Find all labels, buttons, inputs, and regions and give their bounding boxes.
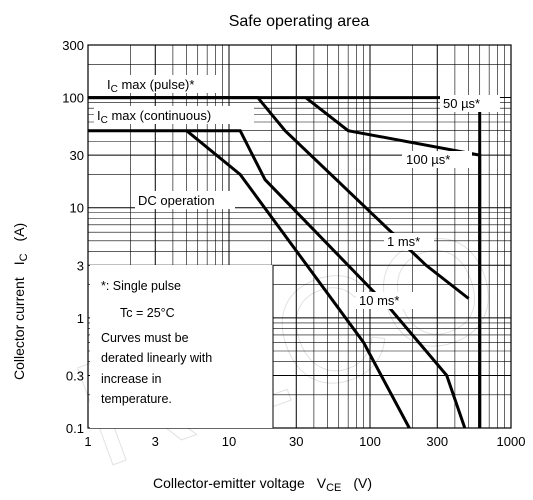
- note-line-1: *: Single pulse: [101, 279, 181, 293]
- ic-max-continuous-label: IC max (continuous): [94, 106, 254, 126]
- x-axis-unit: (V): [353, 475, 372, 491]
- x-tick-label: 30: [289, 434, 303, 449]
- x-tick-label: 10: [222, 434, 236, 449]
- y-axis-symbol: I: [11, 261, 27, 265]
- note-line-6: temperature.: [101, 392, 172, 406]
- x-tick-label: 3: [152, 434, 159, 449]
- x-tick-label: 1000: [497, 434, 526, 449]
- plot-frame: [87, 44, 512, 429]
- note-text: *: Single pulse Tc = 25°C Curves must be…: [101, 279, 212, 406]
- y-tick-label: 30: [70, 148, 84, 163]
- y-tick-label: 0.3: [66, 368, 84, 383]
- x-tick-label: 1: [84, 434, 91, 449]
- label-100us-text: 100 µs*: [406, 152, 450, 167]
- x-axis-symbol: V: [317, 475, 327, 491]
- y-tick-label: 300: [62, 38, 84, 53]
- label-1ms: 1 ms*: [384, 233, 434, 250]
- tick-labels: 1 3 10 30 100 300 1000 0.1 0.3 1 3 10 30 100 300: [62, 38, 525, 449]
- x-axis-label-text: Collector-emitter voltage: [153, 475, 305, 491]
- ic-max-pulse-sub: C: [111, 84, 118, 95]
- dc-operation-text: DC operation: [138, 193, 215, 208]
- y-axis-symbol-sub: C: [18, 253, 30, 261]
- ic-max-continuous-main: I: [97, 108, 101, 123]
- label-10ms-text: 10 ms*: [359, 293, 399, 308]
- note-line-4: derated linearly with: [101, 351, 212, 365]
- ic-max-continuous-rest: max (continuous): [108, 108, 211, 123]
- curve-4: [185, 129, 411, 429]
- label-100us: 100 µs*: [402, 151, 472, 168]
- y-tick-label: 0.1: [66, 421, 84, 436]
- note-line-3: Curves must be: [101, 331, 189, 345]
- chart-title: Safe operating area: [229, 13, 370, 30]
- label-50us: 50 µs*: [440, 95, 500, 112]
- plot-border: [87, 44, 512, 429]
- svg-text:IC max (pulse)*: IC max (pulse)*: [107, 77, 194, 95]
- y-axis-label: Collector current IC (A): [11, 223, 30, 380]
- ic-max-continuous-sub: C: [101, 115, 108, 126]
- note-line-2: Tc = 25°C: [120, 306, 175, 320]
- y-axis-label-text: Collector current: [11, 277, 27, 380]
- x-tick-label: 300: [426, 434, 448, 449]
- ic-max-pulse-label: IC max (pulse)*: [104, 75, 216, 95]
- y-axis-unit: (A): [11, 223, 27, 242]
- note-line-5: increase in: [101, 372, 161, 386]
- label-50us-text: 50 µs*: [443, 96, 480, 111]
- y-tick-label: 3: [77, 258, 84, 273]
- label-1ms-text: 1 ms*: [387, 234, 420, 249]
- x-axis-symbol-sub: CE: [326, 482, 341, 494]
- curve-2: [88, 96, 470, 300]
- y-tick-label: 100: [62, 91, 84, 106]
- ic-max-pulse-main: I: [107, 77, 111, 92]
- note-box: [90, 265, 273, 428]
- y-tick-label: 10: [70, 201, 84, 216]
- label-10ms: 10 ms*: [356, 292, 414, 309]
- x-tick-label: 100: [359, 434, 381, 449]
- dc-operation-label: DC operation: [135, 191, 235, 209]
- svg-text:IC max (continuous): IC max (continuous): [97, 108, 211, 126]
- ic-max-pulse-rest: max (pulse)*: [118, 77, 195, 92]
- curves: [88, 96, 482, 429]
- curve-1: [304, 96, 482, 428]
- y-tick-label: 1: [77, 311, 84, 326]
- x-axis-label: Collector-emitter voltage VCE (V): [153, 475, 372, 494]
- curve-3: [88, 129, 467, 429]
